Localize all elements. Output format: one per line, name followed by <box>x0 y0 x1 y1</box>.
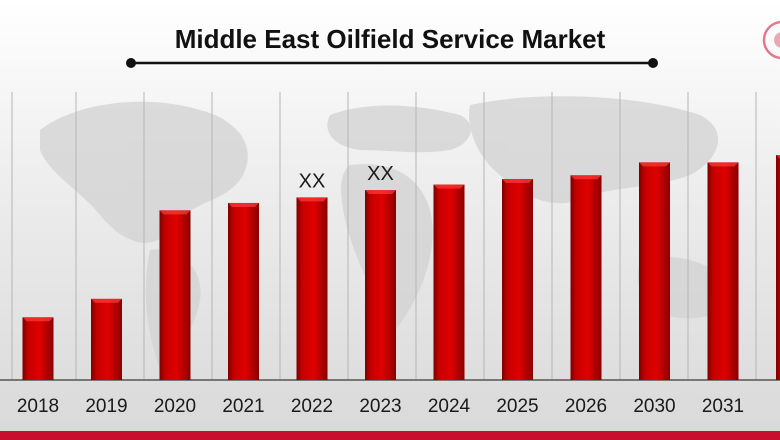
bar-2024 <box>433 184 465 380</box>
bar-2026 <box>570 175 602 380</box>
bar-2021 <box>228 202 259 380</box>
x-tick-label: 2025 <box>496 396 538 417</box>
bar-2030 <box>639 162 670 380</box>
x-tick-label: 2020 <box>154 396 196 417</box>
bar-cap-2031 <box>707 162 739 167</box>
bar-2020 <box>159 210 191 380</box>
x-tick-label: 2019 <box>85 396 127 417</box>
data-labels-group: XXXXX <box>299 163 394 192</box>
bar-2031 <box>707 162 739 380</box>
bar-2022 <box>296 197 328 380</box>
tick-labels-group: 2018 2019 2020 2021 2022 2023 2024 2025 2026 2030… <box>17 396 744 417</box>
bar-cap-2026 <box>570 175 602 180</box>
bar-2 <box>776 155 780 380</box>
logo-icon <box>762 20 780 60</box>
data-label: XX <box>299 170 326 192</box>
x-tick-label: 2021 <box>222 396 264 417</box>
chart-title: Middle East Oilfield Service Market <box>175 24 606 54</box>
bar-cap-2021 <box>228 202 259 207</box>
bar-2023 <box>365 190 396 380</box>
bar-cap-2020 <box>159 210 191 215</box>
data-label: XX <box>367 163 394 185</box>
bar-cap-2023 <box>365 190 396 195</box>
bar-2018 <box>22 317 54 380</box>
bar-cap-2019 <box>91 298 122 303</box>
x-tick-label: 2023 <box>359 396 401 417</box>
x-tick-label: 2022 <box>291 396 333 417</box>
bar-cap-2024 <box>433 184 465 189</box>
x-tick-label: 2018 <box>17 396 59 417</box>
bar-cap-2 <box>776 155 780 159</box>
bar-cap-2025 <box>502 178 533 183</box>
bar-cap-2018 <box>22 317 54 322</box>
x-tick-label: 2026 <box>565 396 607 417</box>
x-tick-label: 2031 <box>702 396 744 417</box>
bar-2019 <box>91 298 122 380</box>
bars-group <box>22 155 780 380</box>
x-tick-label: 2030 <box>633 396 675 417</box>
x-tick-label: 2024 <box>428 396 471 417</box>
bar-cap-2022 <box>296 197 328 202</box>
bar-cap-2030 <box>639 162 670 167</box>
bar-2025 <box>502 178 533 380</box>
vertical-gridlines <box>11 92 757 380</box>
bottom-band <box>0 431 780 440</box>
title-underline <box>126 58 658 68</box>
